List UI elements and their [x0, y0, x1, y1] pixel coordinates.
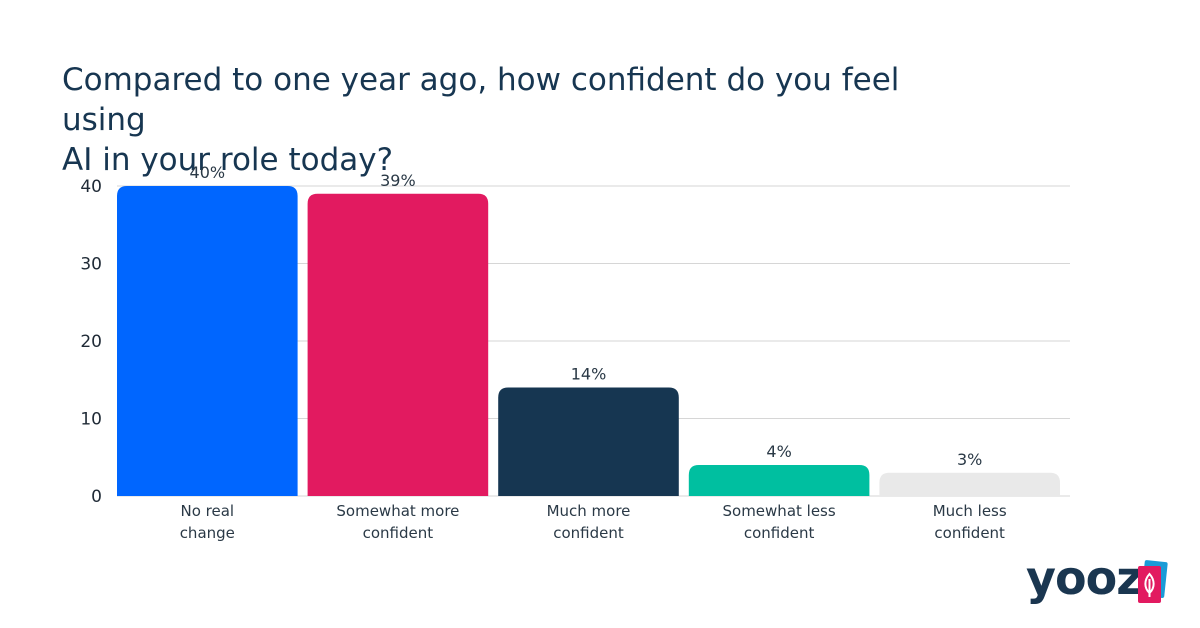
bar-value-label: 14% [571, 365, 607, 384]
x-category-label: No real change [180, 502, 235, 542]
y-tick-label: 0 [91, 487, 102, 507]
bar-value-label: 3% [957, 450, 982, 469]
bar-value-label: 39% [380, 171, 416, 190]
bar-3 [498, 387, 679, 496]
y-tick-label: 20 [80, 332, 102, 352]
bar-2 [307, 193, 489, 496]
bar-value-label: 40% [190, 163, 226, 182]
y-tick-label: 40 [80, 177, 102, 197]
chart-title-line-2: AI in your role today? [62, 142, 394, 178]
bar-value-label: 4% [766, 442, 791, 461]
y-axis-ticks: 0 10 20 30 40 [80, 177, 102, 507]
x-category-label: Somewhat less confident [723, 502, 836, 542]
chart-title-line-1: Compared to one year ago, how confident … [62, 62, 900, 138]
logo-wordmark: yooz [1026, 551, 1143, 605]
x-category-label: Much less confident [933, 502, 1007, 542]
y-tick-label: 10 [80, 410, 102, 430]
bars [117, 186, 1060, 496]
bar-4 [688, 465, 870, 496]
logo-leaf-icon [1138, 560, 1168, 603]
y-tick-label: 30 [80, 255, 102, 275]
x-category-label: Much more confident [547, 502, 631, 542]
yooz-logo: yooz [1026, 555, 1176, 611]
chart-title: Compared to one year ago, how confident … [62, 60, 962, 180]
bar-1 [117, 186, 298, 496]
x-axis-categories: No real change Somewhat more confident Much … [180, 502, 1007, 542]
bar-5 [879, 472, 1060, 496]
data-labels: 40% 39% 14% 4% 3% [190, 163, 983, 469]
x-category-label: Somewhat more confident [336, 502, 459, 542]
